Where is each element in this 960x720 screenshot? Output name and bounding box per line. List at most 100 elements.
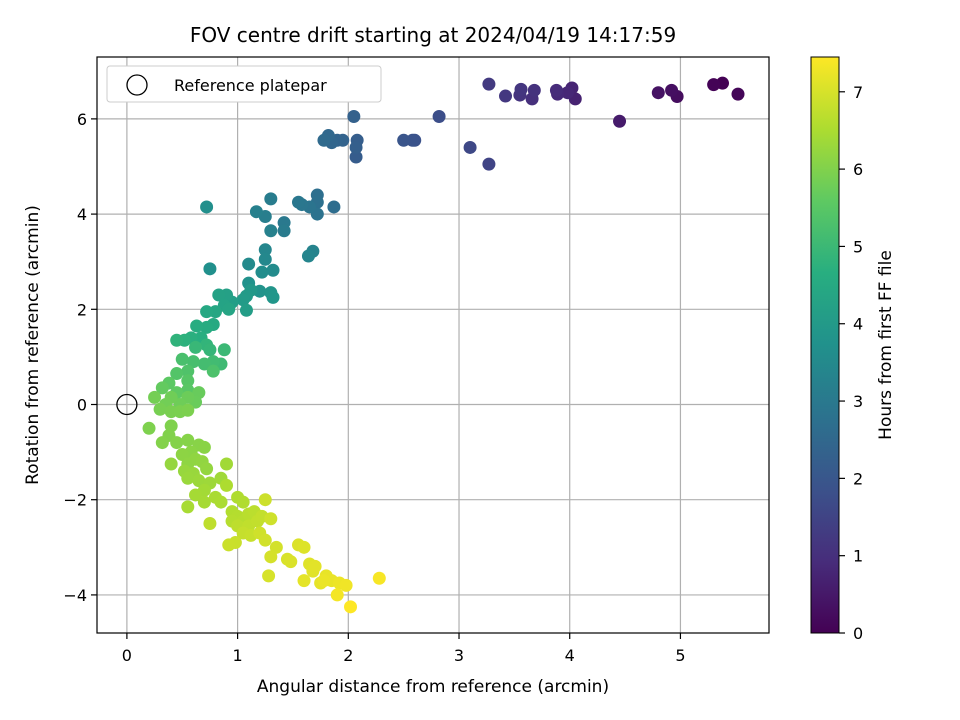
colorbar-tick-label: 6: [853, 160, 863, 179]
data-point: [236, 293, 250, 307]
data-point: [258, 252, 272, 266]
x-tick-label: 0: [122, 646, 132, 665]
colorbar-tick-label: 3: [853, 392, 863, 411]
data-point: [148, 390, 162, 404]
data-point: [220, 457, 234, 471]
data-point: [561, 86, 575, 100]
legend-box: [106, 65, 382, 103]
y-tick-label: 0: [77, 396, 87, 415]
data-point: [317, 574, 331, 588]
data-point: [203, 517, 217, 531]
data-point: [155, 436, 169, 450]
data-point: [327, 200, 341, 214]
data-point: [217, 343, 231, 357]
data-point: [155, 381, 169, 395]
data-point: [181, 500, 195, 514]
data-points: [142, 76, 745, 614]
x-tick-label: 5: [675, 646, 685, 665]
legend-marker-reference: [126, 74, 148, 96]
data-point: [175, 352, 189, 366]
data-point: [397, 133, 411, 147]
data-point: [731, 87, 745, 101]
data-point: [197, 495, 211, 509]
y-tick-label: 6: [77, 110, 87, 129]
data-point: [181, 374, 195, 388]
data-point: [181, 433, 195, 447]
data-point: [291, 195, 305, 209]
data-point: [203, 262, 217, 276]
data-point: [197, 357, 211, 371]
data-point: [308, 559, 322, 573]
x-tick-label: 2: [343, 646, 353, 665]
data-point: [549, 83, 563, 97]
data-point: [200, 305, 214, 319]
data-point: [514, 82, 528, 96]
data-point: [200, 462, 214, 476]
data-point: [203, 343, 217, 357]
data-point: [284, 555, 298, 569]
data-point: [255, 265, 269, 279]
x-axis-label: Angular distance from reference (arcmin): [257, 677, 609, 697]
colorbar-tick-label: 0: [853, 624, 863, 643]
data-point: [192, 474, 206, 488]
colorbar-ticks: 0 1 2 3 4 5 6 7: [839, 83, 863, 643]
data-point: [153, 402, 167, 416]
x-axis-ticks: 0 1 2 3 4 5: [122, 633, 686, 665]
data-point: [181, 471, 195, 485]
colorbar: 0 1 2 3 4 5 6 7 Hours from first FF file: [810, 56, 896, 643]
data-point: [330, 588, 344, 602]
data-point: [301, 249, 315, 263]
data-point: [214, 495, 228, 509]
grid-lines: [97, 57, 769, 633]
data-point: [339, 578, 353, 592]
data-point: [297, 574, 311, 588]
data-point: [189, 488, 203, 502]
colorbar-tick-label: 2: [853, 469, 863, 488]
data-point: [222, 302, 236, 316]
data-point: [482, 77, 496, 91]
y-axis-label: Rotation from reference (arcmin): [23, 205, 43, 485]
y-tick-label: −2: [63, 491, 87, 510]
data-point: [266, 263, 280, 277]
data-point: [372, 571, 386, 585]
legend-label: Reference platepar: [174, 76, 327, 95]
reference-platepar-marker: [116, 393, 138, 416]
data-point: [212, 288, 226, 302]
data-point: [527, 83, 541, 97]
data-point: [249, 205, 263, 219]
data-point: [175, 447, 189, 461]
chart-title: FOV centre drift starting at 2024/04/19 …: [190, 23, 676, 47]
colorbar-tick-label: 7: [853, 83, 863, 102]
data-point: [432, 110, 446, 124]
legend: Reference platepar: [106, 65, 382, 103]
data-point: [651, 86, 665, 100]
data-point: [170, 333, 184, 347]
plot-frame: [96, 56, 770, 634]
data-point: [170, 367, 184, 381]
data-point: [262, 569, 276, 583]
data-point: [344, 600, 358, 614]
data-point: [463, 140, 477, 154]
data-point: [665, 83, 679, 97]
colorbar-gradient: [810, 56, 840, 634]
data-point: [239, 303, 253, 317]
data-point: [297, 540, 311, 554]
data-point: [482, 157, 496, 171]
data-point: [317, 133, 331, 147]
data-point: [200, 200, 214, 214]
data-point: [264, 224, 278, 238]
data-point: [613, 114, 627, 128]
colorbar-tick-label: 4: [853, 315, 863, 334]
data-point: [190, 319, 204, 333]
data-point: [206, 364, 220, 378]
data-point: [197, 440, 211, 454]
y-tick-label: 4: [77, 205, 87, 224]
data-point: [349, 140, 363, 154]
data-point: [200, 320, 214, 334]
y-tick-label: 2: [77, 300, 87, 319]
data-point: [236, 495, 250, 509]
data-point: [222, 538, 236, 552]
colorbar-label: Hours from first FF file: [876, 250, 896, 440]
data-point: [181, 364, 195, 378]
x-tick-label: 3: [454, 646, 464, 665]
